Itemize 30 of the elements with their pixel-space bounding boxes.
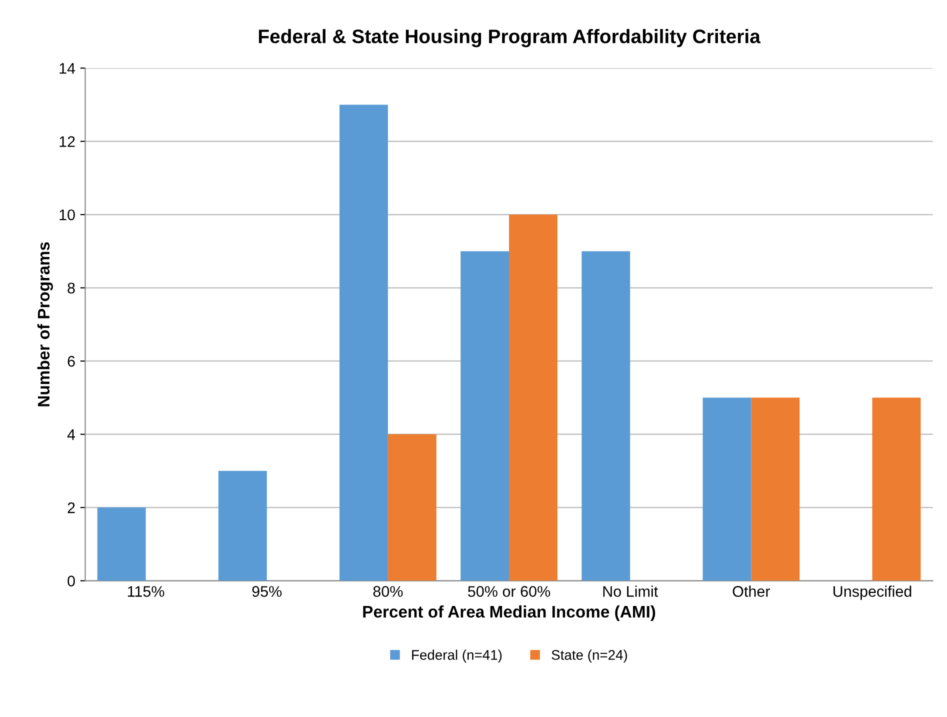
x-tick-label: Unspecified [834,586,912,600]
bar [460,251,510,581]
y-tick-label: 6 [68,356,75,367]
bar [702,398,752,581]
bar [218,470,267,581]
chart-title: Federal & State Housing Program Affordability Criteria [258,29,761,48]
x-tick-label: 115% [128,586,164,597]
x-tick-label: 80% [373,586,403,597]
bar [582,251,630,581]
x-tick-label: 95% [252,586,282,597]
y-axis-title: Number of Programs [37,242,53,406]
x-tick-label: 50% or 60% [468,586,550,597]
y-tick-label: 2 [68,502,75,514]
x-tick-label: Other [732,586,770,597]
y-tick-label: 8 [68,282,75,294]
y-tick-label: 10 [60,209,75,220]
y-tick-label: 4 [67,429,76,440]
bar [97,508,146,581]
legend-label: State (n=24) [552,650,628,663]
x-axis-title: Percent of Area Median Income (AMI) [363,605,656,621]
legend-label: Federal (n=41) [412,650,502,663]
bar [872,398,921,581]
y-tick-label: 12 [60,136,75,147]
bar [388,434,436,581]
bar [751,398,800,581]
bar [509,214,558,581]
y-tick-label: 14 [60,63,76,74]
y-tick-label: 0 [68,576,75,586]
bar [340,104,388,581]
x-tick-label: No Limit [603,586,658,597]
